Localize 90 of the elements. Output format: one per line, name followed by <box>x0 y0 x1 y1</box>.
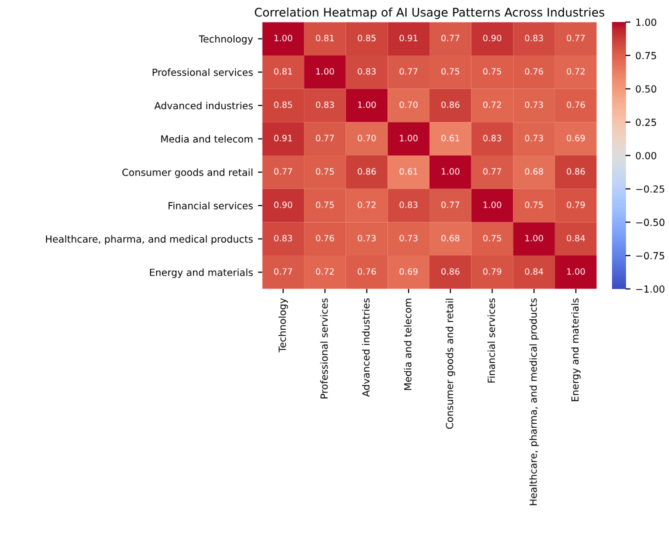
data-label: 0.68 <box>441 234 460 242</box>
data-label: 0.72 <box>483 101 501 108</box>
data-label: 0.83 <box>358 68 376 75</box>
data-label: 1.00 <box>567 268 585 275</box>
data-label: 0.75 <box>483 234 502 242</box>
data-label: 0.86 <box>441 101 460 108</box>
data-label: 0.69 <box>566 134 585 142</box>
data-label: 0.73 <box>525 134 543 142</box>
data-label: 0.83 <box>400 202 418 208</box>
data-label: 0.75 <box>316 202 334 208</box>
data-label: 1.00 <box>484 202 502 208</box>
y-tick-label: Financial services <box>168 202 253 210</box>
color-bar-label: 0.50 <box>636 85 656 93</box>
data-label: 0.68 <box>525 168 544 175</box>
data-label: 1.00 <box>316 68 334 75</box>
data-label: 0.72 <box>358 202 376 208</box>
y-tick-label: Professional services <box>152 68 253 76</box>
data-label: 0.84 <box>525 268 544 275</box>
data-label: 0.83 <box>483 134 502 142</box>
data-label: 0.79 <box>483 268 502 275</box>
x-tick-label: Technology <box>278 298 288 352</box>
data-label: 0.69 <box>400 268 418 275</box>
data-label: 0.83 <box>316 101 334 108</box>
data-label: 0.73 <box>400 234 418 242</box>
data-label: 0.76 <box>525 68 544 75</box>
color-bar-label: −0.50 <box>636 218 664 226</box>
data-label: 0.75 <box>441 68 460 75</box>
data-label: 1.00 <box>400 134 418 142</box>
data-label: 1.00 <box>358 101 376 108</box>
data-label: 0.83 <box>525 34 543 42</box>
data-label: 0.81 <box>274 68 292 75</box>
data-label: 0.72 <box>566 68 585 75</box>
data-label: 0.86 <box>358 168 376 175</box>
data-label: 0.73 <box>525 101 543 108</box>
data-label: 0.76 <box>566 101 585 108</box>
data-label: 0.72 <box>316 268 334 275</box>
x-tick-label: Advanced industries <box>362 298 370 397</box>
x-tick-label: Healthcare, pharma, and medical products <box>529 298 539 506</box>
x-tick-label: Professional services <box>320 298 328 398</box>
y-tick-label: Technology <box>198 35 253 44</box>
color-bar-label: 0.75 <box>636 52 656 60</box>
color-bar-label: −1.00 <box>636 285 664 293</box>
x-tick-label: Media and telecom <box>404 298 412 390</box>
data-label: 0.70 <box>400 101 418 108</box>
data-label: 0.77 <box>274 268 292 275</box>
data-label: 0.85 <box>274 101 292 108</box>
data-label: 0.83 <box>274 234 292 242</box>
data-label: 1.00 <box>442 168 460 175</box>
color-bar-label: 0.00 <box>636 152 656 160</box>
data-label: 0.73 <box>358 234 376 242</box>
data-label: 0.84 <box>566 234 585 242</box>
data-label: 0.61 <box>441 134 460 142</box>
data-label: 0.86 <box>441 268 460 275</box>
y-tick-label: Energy and materials <box>150 268 253 278</box>
data-label: 0.77 <box>483 168 502 175</box>
data-label: 0.77 <box>316 134 334 142</box>
data-label: 0.77 <box>441 34 460 42</box>
data-label: 0.75 <box>316 168 334 175</box>
y-tick-label: Advanced industries <box>154 102 253 110</box>
data-label: 0.77 <box>400 68 418 75</box>
y-tick-label: Healthcare, pharma, and medical products <box>46 235 253 245</box>
y-tick-label: Consumer goods and retail <box>122 168 252 178</box>
color-bar-label: −0.75 <box>636 252 664 260</box>
data-label: 0.79 <box>566 202 585 208</box>
x-tick-label: Consumer goods and retail <box>446 298 456 429</box>
data-label: 0.91 <box>400 34 418 42</box>
chart-title: Correlation Heatmap of AI Usage Patterns Across Industries <box>254 8 604 19</box>
data-label: 1.00 <box>525 234 544 242</box>
data-label: 0.77 <box>441 202 460 208</box>
data-label: 0.81 <box>316 34 334 42</box>
y-tick-label: Media and telecom <box>161 135 252 143</box>
x-tick-label: Energy and materials <box>571 298 581 402</box>
data-label: 0.76 <box>316 234 334 242</box>
data-label: 0.85 <box>358 34 376 42</box>
color-bar-label: 0.25 <box>636 118 656 126</box>
data-label: 0.90 <box>274 202 292 208</box>
data-label: 0.75 <box>525 202 543 208</box>
data-label: 0.70 <box>358 134 376 142</box>
color-bar-label: −0.25 <box>636 185 664 193</box>
data-label: 0.61 <box>400 168 418 175</box>
x-tick-label: Financial services <box>488 298 496 383</box>
data-label: 0.77 <box>274 168 292 175</box>
data-label: 0.86 <box>566 168 585 175</box>
data-label: 0.76 <box>358 268 376 275</box>
data-label: 0.90 <box>483 34 502 42</box>
data-label: 0.75 <box>483 68 502 75</box>
color-bar-label: 1.00 <box>636 18 656 26</box>
data-label: 0.91 <box>274 134 292 142</box>
data-label: 0.77 <box>566 34 585 42</box>
data-label: 1.00 <box>274 34 292 42</box>
